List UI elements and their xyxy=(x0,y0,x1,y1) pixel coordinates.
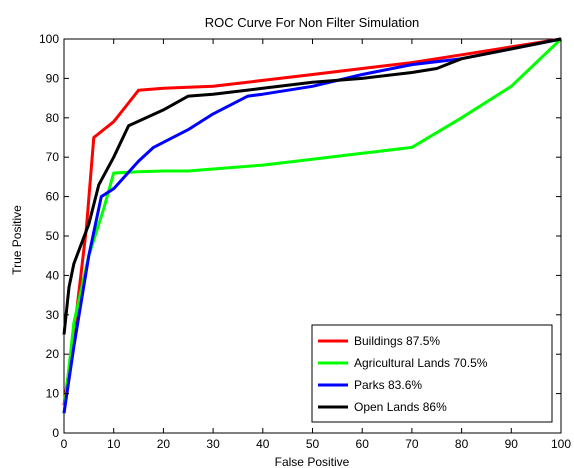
y-tick-label: 90 xyxy=(46,71,60,85)
y-tick-label: 50 xyxy=(46,229,60,243)
y-tick-label: 70 xyxy=(46,150,60,164)
x-tick-label: 80 xyxy=(455,437,469,451)
x-tick-label: 100 xyxy=(551,437,571,451)
x-tick-label: 30 xyxy=(206,437,220,451)
axes: 0 10 20 30 40 50 60 70 80 90 100 0 10 20 30 40 50 60 70 80 9… xyxy=(39,32,571,451)
x-tick-label: 90 xyxy=(505,437,519,451)
y-tick-label: 80 xyxy=(46,111,60,125)
series-line-4 xyxy=(62,37,562,335)
x-tick-label: 20 xyxy=(157,437,171,451)
legend-label-1: Buildings 87.5% xyxy=(354,334,440,348)
y-axis-title: True Positive xyxy=(10,205,24,275)
y-tick-label: 20 xyxy=(46,347,60,361)
x-tick-label: 60 xyxy=(356,437,370,451)
chart-title: ROC Curve For Non Filter Simulation xyxy=(205,15,420,30)
series-line-3 xyxy=(62,37,562,414)
y-tick-label: 10 xyxy=(46,387,60,401)
y-tick-label: 30 xyxy=(46,308,60,322)
x-tick-label: 0 xyxy=(61,437,68,451)
x-tick-label: 10 xyxy=(107,437,121,451)
legend-label-2: Agricultural Lands 70.5% xyxy=(354,356,488,370)
series-line-1 xyxy=(62,37,562,406)
series-line-2 xyxy=(62,37,563,414)
y-tick-label: 100 xyxy=(39,32,59,46)
x-tick-label: 40 xyxy=(256,437,270,451)
x-axis-title: False Positive xyxy=(275,455,350,468)
legend-label-3: Parks 83.6% xyxy=(354,378,422,392)
y-tick-label: 0 xyxy=(52,426,59,440)
y-tick-label: 40 xyxy=(46,268,60,282)
x-tick-label: 50 xyxy=(306,437,320,451)
legend-box xyxy=(311,324,553,423)
x-tick-label: 70 xyxy=(405,437,419,451)
y-tick-label: 60 xyxy=(46,190,60,204)
legend: Buildings 87.5% Agricultural Lands 70.5% P… xyxy=(311,324,553,423)
legend-label-4: Open Lands 86% xyxy=(354,400,447,414)
